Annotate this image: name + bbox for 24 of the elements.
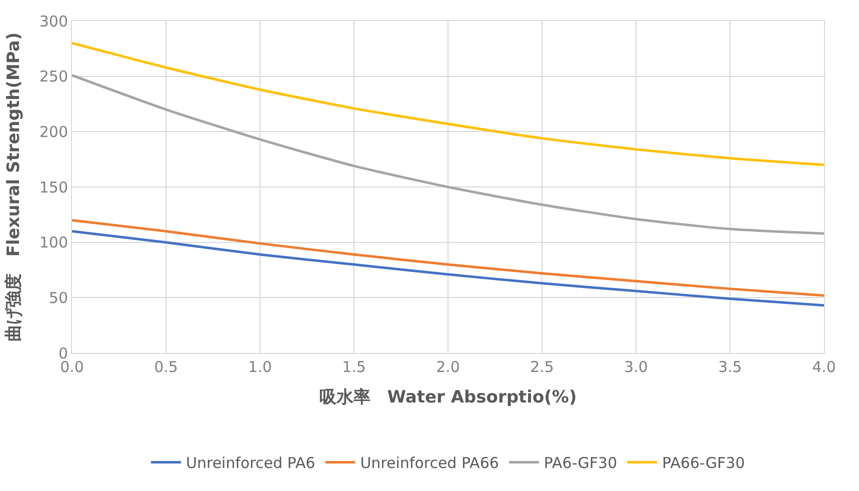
legend-label: Unreinforced PA6 (186, 454, 316, 472)
y-tick-label: 250 (39, 68, 68, 86)
line-series (72, 42, 824, 166)
y-tick-label: 100 (39, 234, 68, 252)
legend-label: PA66-GF30 (662, 454, 745, 472)
y-tick-label: 50 (48, 288, 68, 307)
x-tick-label: 1.5 (342, 358, 366, 376)
x-tick-label: 4.0 (812, 358, 836, 376)
x-tick-label: 3.0 (624, 358, 648, 376)
x-tick-label: 2.5 (530, 358, 554, 376)
y-tick-label: 150 (39, 178, 68, 196)
y-tick-label: 300 (39, 12, 68, 30)
line-series (72, 230, 824, 307)
line-series (72, 218, 824, 297)
legend-label: Unreinforced PA66 (360, 454, 499, 472)
x-axis-title: 吸水率 Water Absorptio(%) (319, 387, 577, 408)
legend-label: PA6-GF30 (544, 454, 618, 472)
y-axis-title: 曲げ強度 Flexural Strength(MPa) (4, 32, 24, 342)
x-tick-label: 3.5 (718, 358, 742, 376)
x-tick-label: 2.0 (436, 358, 460, 376)
line-series (72, 74, 824, 235)
y-tick-label: 200 (39, 122, 68, 141)
x-tick-label: 1.0 (248, 358, 272, 376)
x-tick-label: 0.5 (154, 358, 178, 376)
